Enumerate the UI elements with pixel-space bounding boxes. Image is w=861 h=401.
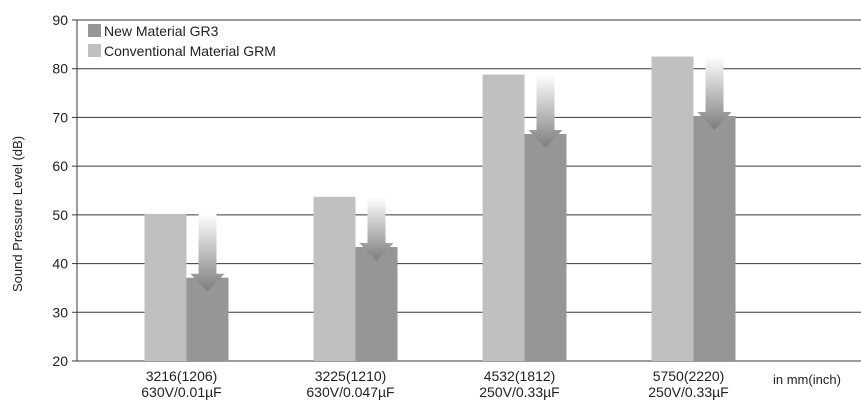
y-tick-label: 70 <box>52 109 68 125</box>
down-arrow-icon <box>190 213 225 292</box>
y-axis-label: Sound Pressure Level (dB) <box>10 136 25 292</box>
bar-new <box>693 115 736 362</box>
x-tick-label: 5750(2220) <box>653 368 725 384</box>
x-tick-sublabel: 250V/0.33µF <box>648 384 728 400</box>
bar-conventional <box>651 56 694 362</box>
x-unit-note: in mm(inch) <box>773 372 841 387</box>
x-tick-label: 3225(1210) <box>315 368 387 384</box>
legend-label: New Material GR3 <box>104 23 219 39</box>
bar-conventional <box>144 213 187 361</box>
legend-swatch <box>88 24 101 37</box>
x-tick-sublabel: 630V/0.01µF <box>141 384 221 400</box>
down-arrow-icon <box>359 196 394 262</box>
y-tick-label: 30 <box>52 304 68 320</box>
bars <box>144 56 736 362</box>
legend-swatch <box>88 44 101 57</box>
down-arrow-icon <box>697 56 732 130</box>
y-tick-label: 20 <box>52 353 68 369</box>
legend-label: Conventional Material GRM <box>104 43 276 59</box>
y-tick-label: 40 <box>52 256 68 272</box>
y-tick-label: 80 <box>52 61 68 77</box>
legend: New Material GR3 Conventional Material GR… <box>88 23 276 59</box>
bar-new <box>524 133 567 361</box>
x-tick-label: 3216(1206) <box>146 368 218 384</box>
down-arrow-icon <box>528 74 563 148</box>
y-tick-label: 50 <box>52 207 68 223</box>
y-tick-label: 60 <box>52 158 68 174</box>
x-tick-label: 4532(1812) <box>484 368 556 384</box>
y-tick-label: 90 <box>52 12 68 28</box>
axes: 20 30 40 50 60 70 80 90 3216(1206)630V/0.01µF 322… <box>52 12 728 400</box>
x-tick-sublabel: 250V/0.33µF <box>479 384 559 400</box>
bar-conventional <box>313 196 356 361</box>
bar-conventional <box>482 74 525 361</box>
x-tick-sublabel: 630V/0.047µF <box>306 384 394 400</box>
bar-new <box>355 247 398 361</box>
reduction-arrows <box>190 56 732 292</box>
